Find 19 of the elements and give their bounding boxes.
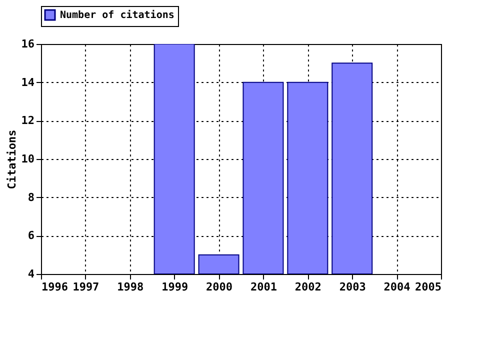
y-tick-label: 8	[28, 190, 34, 204]
y-tick-label: 12	[21, 114, 34, 128]
x-tick-label: 2004	[384, 280, 411, 294]
x-tick-label: 1998	[117, 280, 144, 294]
x-tick-label: 2005	[415, 280, 442, 294]
y-axis-title: Citations	[5, 130, 18, 190]
x-tick-label: 1997	[72, 280, 100, 294]
y-tick-label: 10	[21, 152, 34, 166]
y-tick-label: 14	[21, 76, 35, 89]
y-tick-label: 16	[21, 38, 35, 50]
y-tick-label: 4	[28, 268, 35, 280]
x-tick-label: 2001	[250, 280, 278, 294]
x-tick-label: 1996	[42, 280, 68, 294]
legend-label: Number of citations	[60, 9, 174, 21]
x-tick-label: 2000	[206, 280, 233, 294]
x-tick-label: 2002	[294, 280, 322, 294]
y-tick-label: 6	[28, 229, 35, 242]
x-tick-label: 2003	[339, 280, 366, 294]
x-tick-label: 1999	[162, 280, 188, 294]
